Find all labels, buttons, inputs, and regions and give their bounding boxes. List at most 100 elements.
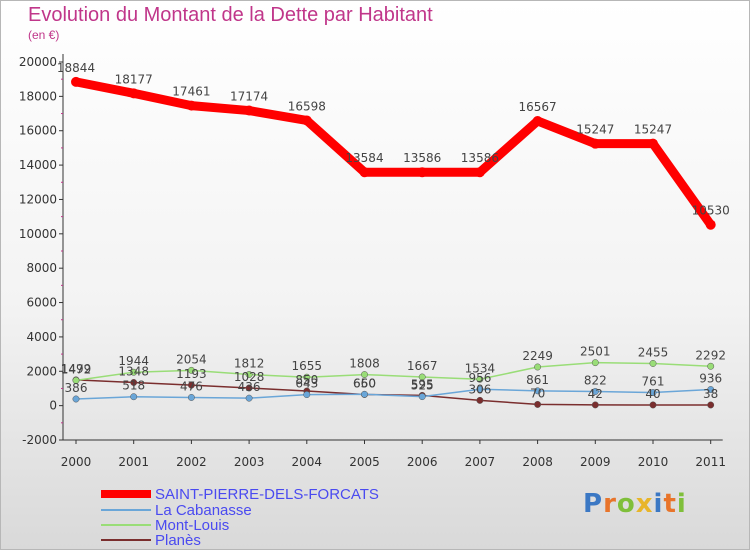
data-label: 436 [238,380,261,394]
data-label: 13584 [345,151,383,165]
x-tick-label: 2002 [176,455,207,469]
y-tick-label: 14000 [19,158,57,172]
data-point [130,393,138,401]
data-label: 1655 [292,359,323,373]
data-label: 518 [122,379,145,393]
data-point [591,388,599,395]
data-point [361,371,368,379]
data-point [303,373,311,381]
data-point [72,395,80,403]
y-tick-label: 8000 [26,261,57,275]
data-label: 1499 [61,362,92,376]
data-point [534,400,542,408]
x-tick-label: 2009 [580,455,611,469]
data-point [245,394,253,402]
data-label: 1667 [407,359,438,373]
data-label: 2054 [176,352,207,366]
data-point [648,138,658,149]
data-label: 595 [411,377,434,391]
data-point [187,381,195,389]
data-point [245,371,253,378]
x-tick-label: 2005 [349,455,380,469]
chart-title: Evolution du Montant de la Dette par Hab… [28,4,433,26]
data-point [532,115,543,126]
legend-label: SAINT-PIERRE-DELS-FORCATS [155,486,379,503]
chart-subtitle: (en €) [28,28,60,42]
data-label: 1472 [61,362,92,376]
x-tick-label: 2007 [465,455,496,469]
data-point [707,386,715,394]
data-label: 1193 [176,367,207,381]
x-tick-label: 2011 [695,455,726,469]
data-label: 15247 [576,123,614,137]
data-point [476,385,484,393]
y-tick-label: 12000 [19,192,57,206]
y-tick-label: 4000 [26,330,57,344]
data-label: 1534 [465,361,496,375]
y-tick-label: 10000 [19,227,57,241]
legend-swatch [101,509,151,511]
data-point [187,394,195,401]
legend-swatch [101,524,151,526]
data-label: 306 [468,382,491,396]
data-label: 1944 [118,354,149,368]
x-tick-label: 2003 [234,455,265,469]
data-label: 822 [584,374,607,388]
data-point [72,376,80,384]
data-label: 476 [180,379,203,393]
data-point [707,362,715,370]
data-label: 16567 [519,100,557,114]
data-point [534,387,542,395]
data-point [591,359,599,367]
y-tick-label: 16000 [19,124,57,138]
series-line [75,388,712,400]
data-label: 761 [642,375,665,389]
x-tick-label: 2001 [118,455,149,469]
data-point [130,368,138,376]
data-point [649,389,657,397]
data-label: 17461 [172,85,210,99]
data-label: 13586 [403,151,441,165]
data-label: 2249 [522,349,553,363]
data-point [705,219,716,230]
data-label: 660 [353,376,376,390]
data-label: 1812 [234,357,265,371]
data-point [187,366,195,374]
data-label: 18844 [57,61,95,75]
data-label: 15247 [634,123,672,137]
data-label: 18177 [115,72,153,86]
data-point [476,375,484,383]
series-line [71,77,716,230]
x-tick-label: 2000 [61,455,92,469]
data-label: 956 [468,371,491,385]
legend-label: Mont-Louis [155,517,230,534]
data-label: 38 [703,387,718,401]
data-point [474,167,485,178]
data-point [590,138,601,149]
data-point [301,115,312,126]
data-point [418,373,426,381]
brand-logo: Proxiti [583,489,687,519]
data-label: 850 [295,373,318,387]
y-tick-label: 2000 [26,364,57,378]
data-label: 1348 [118,364,149,378]
data-label: 16598 [288,99,326,113]
legend-swatch [101,539,151,541]
data-point [649,360,657,367]
data-label: 40 [645,387,660,401]
y-tick-label: 20000 [19,55,57,69]
data-label: 10530 [692,204,730,218]
data-label: 42 [588,387,603,401]
data-point [534,363,542,371]
data-point [186,100,197,111]
data-label: 70 [530,386,545,400]
data-point [476,396,484,404]
data-label: 1028 [234,370,265,384]
data-point [418,393,426,401]
data-label: 650 [353,376,376,390]
data-point [130,379,138,386]
data-point [361,390,368,398]
data-label: 643 [295,377,318,391]
